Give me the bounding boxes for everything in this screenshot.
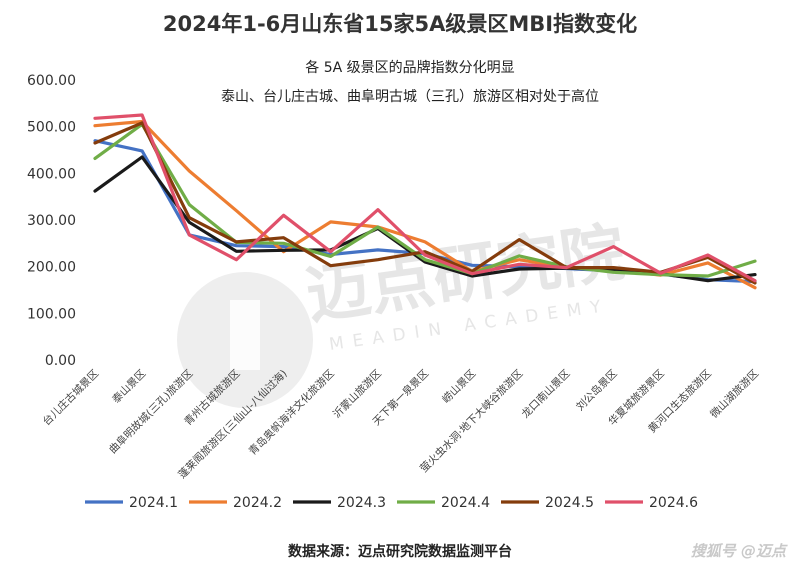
annotation-line1: 各 5A 级景区的品牌指数分化明显 <box>305 60 515 76</box>
y-tick-label: 100.00 <box>27 306 76 322</box>
series-line-2024.4 <box>93 122 757 278</box>
legend-label: 2024.4 <box>441 495 490 511</box>
y-tick-label: 200.00 <box>27 260 76 276</box>
y-tick-label: 0.00 <box>45 353 76 369</box>
chart-title: 2024年1-6月山东省15家5A级景区MBI指数变化 <box>162 12 638 36</box>
x-tick-label: 崂山景区 <box>440 368 478 406</box>
legend: 2024.1 2024.2 2024.3 2024.4 2024.5 2024.6 <box>85 495 698 511</box>
brand-watermark: 搜狐号 @迈点 <box>690 542 786 560</box>
data-source: 数据来源：迈点研究院数据监测平台 <box>288 544 512 560</box>
y-tick-label: 300.00 <box>27 213 76 229</box>
annotation-line2: 泰山、台儿庄古城、曲阜明古城（三孔）旅游区相对处于高位 <box>221 89 599 105</box>
series-line-2024.5 <box>93 121 757 285</box>
x-tick-label: 曲阜明故城(三孔)旅游区 <box>106 367 195 456</box>
x-tick-label: 萤火虫水洞·地下大峡谷旅游区 <box>417 367 525 475</box>
y-tick-label: 500.00 <box>27 120 76 136</box>
y-tick-label: 400.00 <box>27 166 76 182</box>
legend-label: 2024.1 <box>129 495 178 511</box>
x-tick-label: 刘公岛景区 <box>573 367 619 413</box>
x-tick-label: 微山湖旅游区 <box>707 367 761 421</box>
legend-label: 2024.2 <box>233 495 282 511</box>
y-tick-label: 600.00 <box>27 73 76 89</box>
y-axis: 0.00 100.00 200.00 300.00 400.00 500.00 600.00 <box>27 73 76 369</box>
x-tick-label: 泰山景区 <box>109 367 148 406</box>
series-line-2024.6 <box>93 113 757 283</box>
watermark-logo-tower <box>230 300 260 370</box>
legend-label: 2024.3 <box>337 495 386 511</box>
legend-label: 2024.6 <box>649 495 698 511</box>
series-group <box>93 113 757 290</box>
x-tick-label: 龙口南山景区 <box>519 367 573 421</box>
x-tick-label: 台儿庄古城景区 <box>40 367 101 428</box>
x-axis: 台儿庄古城景区 泰山景区曲阜明故城(三孔)旅游区青州古城旅游区蓬莱阁旅游区(三仙山… <box>40 367 761 481</box>
x-tick-label: 沂蒙山旅游区 <box>330 367 384 421</box>
legend-label: 2024.5 <box>545 495 594 511</box>
